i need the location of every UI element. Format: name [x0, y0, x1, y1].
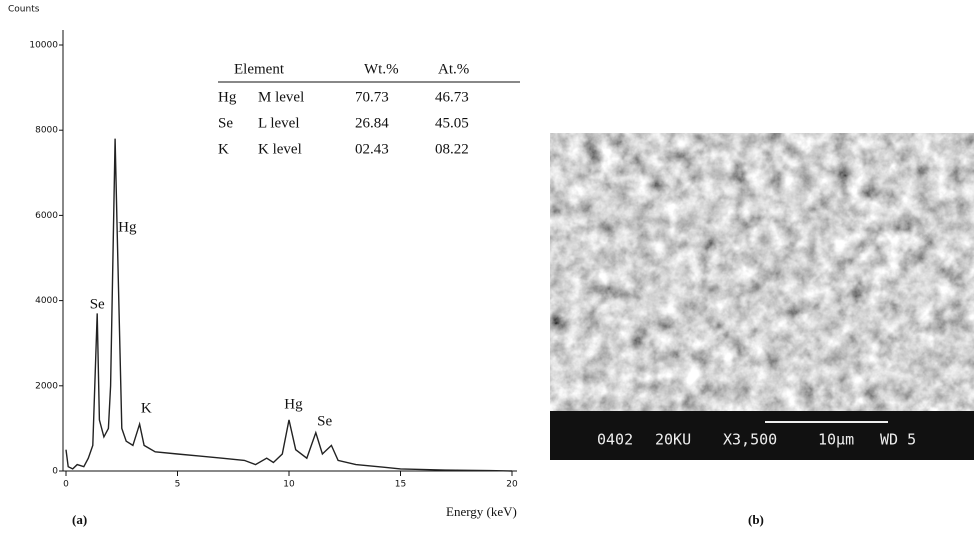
table-cell: 70.73	[355, 89, 389, 105]
peak-label: Hg	[118, 220, 137, 236]
sem-info: 0402	[597, 431, 633, 449]
x-axis-title: Energy (keV)	[446, 504, 517, 519]
sem-info: WD 5	[880, 431, 916, 449]
x-tick-label: 0	[63, 480, 69, 490]
peak-label: Se	[90, 296, 105, 312]
table-cell: 46.73	[435, 89, 469, 105]
x-tick-label: 20	[506, 480, 518, 490]
table-cell: Hg	[218, 89, 237, 105]
table-cell: 08.22	[435, 141, 469, 157]
table-cell: L level	[258, 115, 300, 131]
panel-label: (a)	[72, 512, 87, 527]
peak-label: Se	[317, 413, 332, 429]
y-tick-label: 8000	[35, 126, 58, 136]
x-tick-label: 5	[175, 480, 181, 490]
x-tick-label: 15	[395, 480, 406, 490]
table-header: Element	[234, 61, 285, 77]
sem-info: 10µm	[818, 431, 854, 449]
sem-info: X3,500	[723, 431, 777, 449]
y-tick-label: 2000	[35, 381, 58, 391]
table-cell: M level	[258, 89, 304, 105]
table-cell: 45.05	[435, 115, 469, 131]
table-cell: 26.84	[355, 115, 389, 131]
peak-label: Hg	[284, 396, 303, 412]
table-cell: Se	[218, 115, 233, 131]
table-cell: K	[218, 141, 229, 157]
table-header: At.%	[438, 61, 469, 77]
table-cell: 02.43	[355, 141, 389, 157]
x-tick-label: 10	[283, 480, 295, 490]
composition-table: Element Wt.% At.% Hg M level 70.73 46.73 Se L…	[218, 61, 469, 157]
peak-label: K	[141, 401, 152, 417]
sem-image	[550, 133, 974, 413]
spectrum-line	[66, 139, 512, 471]
y-tick-label: 10000	[29, 41, 58, 51]
y-tick-label: 0	[52, 467, 58, 477]
sem-info: 20KU	[655, 431, 691, 449]
y-tick-label: 4000	[35, 296, 58, 306]
y-axis-title: Counts	[8, 5, 40, 15]
figure: Counts Energy (keV) (a) Element Wt.% At.…	[0, 0, 974, 534]
table-cell: K level	[258, 141, 302, 157]
panel-label: (b)	[748, 512, 764, 527]
y-tick-label: 6000	[35, 211, 58, 221]
table-header: Wt.%	[364, 61, 399, 77]
